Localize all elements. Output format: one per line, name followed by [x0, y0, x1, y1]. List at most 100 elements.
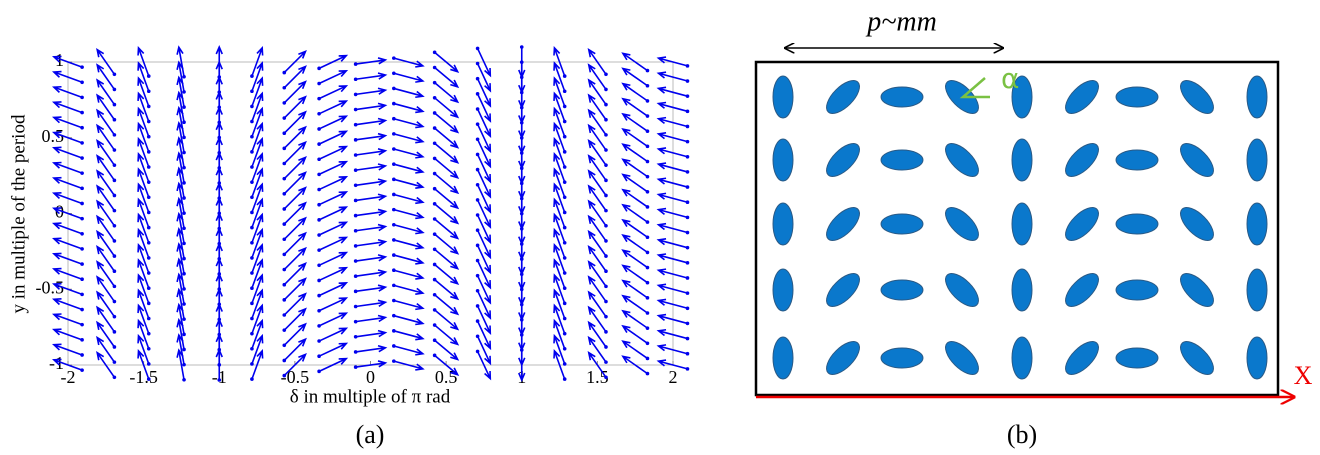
arrow-tail — [562, 271, 567, 275]
arrow-tail — [282, 70, 287, 75]
arrow — [137, 182, 150, 213]
arrow-tail — [432, 277, 437, 282]
arrow-tail — [250, 195, 254, 200]
arrow-tail — [432, 80, 437, 85]
arrow — [587, 199, 607, 227]
arrow — [96, 229, 116, 257]
ellipse — [945, 143, 979, 177]
arrow — [283, 201, 307, 225]
arrow-tail — [250, 316, 254, 321]
arrow — [137, 91, 150, 122]
ellipse — [772, 268, 794, 312]
arrow-tail — [604, 72, 608, 77]
arrow-tail — [282, 313, 287, 317]
arrow-tail — [146, 377, 151, 381]
caption: (a) — [356, 420, 385, 449]
ellipse — [1011, 336, 1033, 380]
arrow — [476, 184, 492, 214]
arrow — [355, 117, 388, 126]
arrow — [96, 138, 116, 166]
arrow — [137, 197, 150, 228]
arrow-tail — [317, 339, 321, 343]
arrow-tail — [250, 377, 254, 381]
arrow — [553, 121, 566, 153]
arrow — [51, 267, 83, 280]
arrow — [476, 63, 492, 93]
arrow — [251, 258, 264, 289]
arrow-tail — [685, 200, 690, 205]
ellipse — [1180, 80, 1214, 114]
arrow-tail — [685, 154, 690, 159]
arrow — [318, 342, 349, 357]
arrow-tail — [645, 235, 650, 240]
arrow — [656, 253, 688, 264]
arrow-tail — [475, 122, 480, 126]
arrow — [137, 121, 150, 153]
arrow-tail — [317, 187, 321, 192]
arrow — [393, 254, 425, 265]
arrow-tail — [685, 291, 690, 295]
arrow-tail — [685, 64, 690, 68]
arrow-tail — [217, 363, 222, 367]
arrow-tail — [392, 86, 396, 91]
arrow — [51, 298, 83, 311]
arrow-tail — [317, 354, 321, 358]
arrow-tail — [80, 307, 84, 312]
arrow — [587, 63, 607, 90]
arrow-tail — [112, 193, 117, 198]
arrow-tail — [562, 134, 567, 139]
arrow — [587, 320, 607, 348]
arrow-tail — [604, 330, 608, 334]
arrow-tail — [353, 289, 358, 294]
arrow — [621, 355, 648, 375]
arrow-tail — [604, 178, 608, 183]
arrow-tail — [217, 105, 222, 110]
arrow — [656, 162, 688, 173]
arrow — [51, 161, 83, 174]
arrow — [137, 152, 150, 183]
arrow — [587, 260, 607, 287]
arrow-tail — [685, 215, 690, 220]
ellipse — [880, 213, 924, 235]
arrow-tail — [182, 287, 186, 291]
arrow-tail — [80, 262, 84, 266]
arrow-tail — [250, 301, 254, 306]
arrow — [355, 72, 388, 81]
arrow-tail — [112, 223, 117, 228]
arrow — [656, 116, 688, 128]
ellipse — [1011, 268, 1033, 312]
arrow — [393, 163, 425, 174]
arrow — [393, 360, 425, 371]
arrow-tail — [562, 165, 567, 169]
arrow — [96, 63, 116, 90]
arrow-tail — [645, 129, 650, 134]
arrow-tail — [317, 293, 321, 298]
arrow-tail — [519, 45, 524, 49]
arrow-tail — [317, 81, 321, 86]
arrow-tail — [604, 345, 608, 349]
arrow — [318, 266, 349, 282]
arrow — [393, 133, 425, 144]
ellipse — [1115, 279, 1159, 301]
arrow-tail — [182, 377, 186, 382]
arrow-tail — [353, 319, 358, 324]
arrow — [283, 186, 307, 210]
arrow-tail — [392, 56, 396, 60]
arrow-tail — [146, 195, 151, 200]
arrow-tail — [146, 256, 151, 260]
ellipse — [1065, 207, 1099, 241]
arrow-tail — [146, 362, 151, 366]
arrow-tail — [146, 316, 151, 321]
arrow-tail — [317, 218, 321, 222]
arrow-tail — [217, 317, 222, 322]
arrow-tail — [604, 102, 608, 107]
arrow — [251, 333, 264, 365]
ellipse — [772, 75, 794, 119]
arrow-tail — [146, 89, 151, 94]
arrow-tail — [475, 107, 480, 111]
arrow — [355, 254, 388, 262]
arrow — [355, 57, 388, 65]
arrow-tail — [475, 137, 480, 142]
arrow — [251, 197, 264, 228]
arrow-tail — [112, 133, 117, 137]
